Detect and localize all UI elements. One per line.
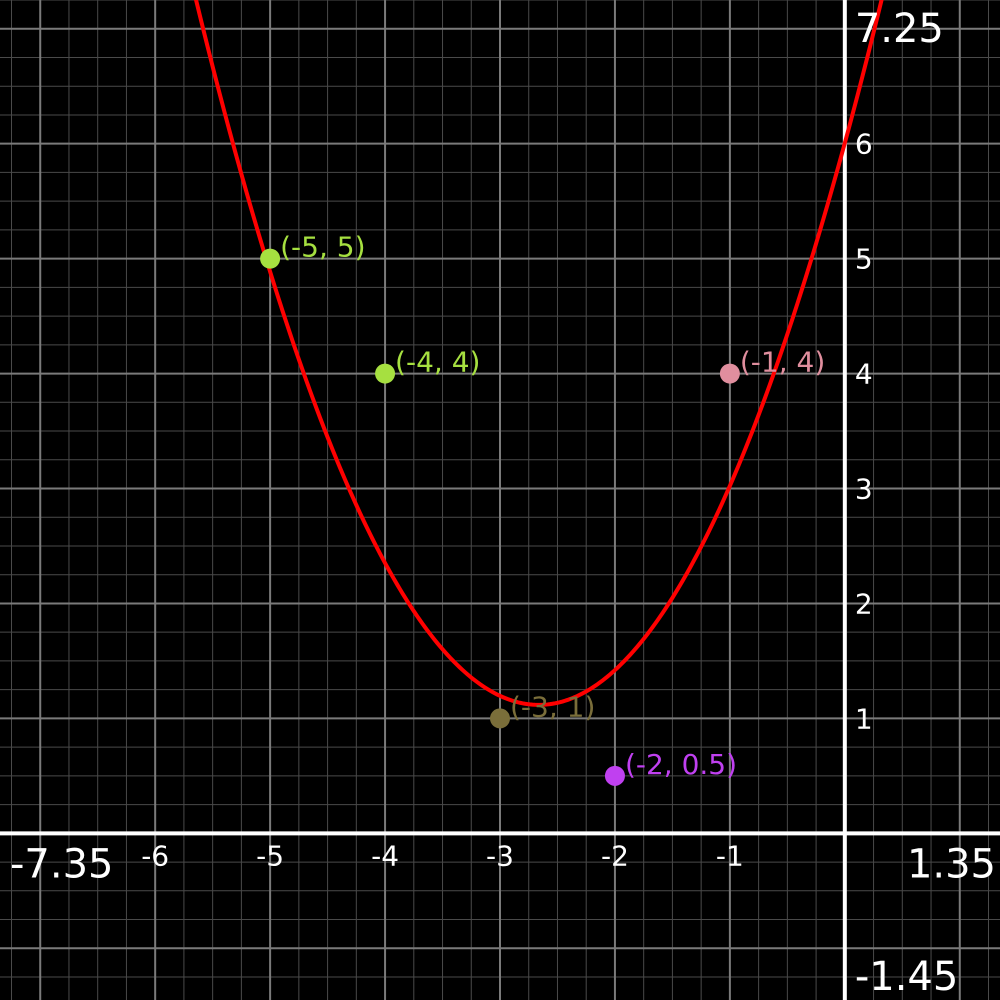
y-max-label: 7.25 bbox=[855, 6, 944, 52]
points-layer: (-5, 5) (-4, 4) (-1, 4) (-3, 1) (-2, 0.5) bbox=[260, 231, 825, 786]
data-point-label: (-1, 4) bbox=[740, 346, 825, 379]
bound-layer: -7.35 1.35 7.25 -1.45 bbox=[10, 6, 996, 1000]
data-point bbox=[719, 363, 740, 384]
y-tick-label: 3 bbox=[855, 473, 873, 506]
y-tick-label: 1 bbox=[855, 702, 873, 735]
x-tick-label: -5 bbox=[256, 839, 284, 872]
data-point bbox=[490, 708, 510, 729]
x-tick-label: -4 bbox=[371, 839, 399, 872]
data-point-label: (-2, 0.5) bbox=[625, 748, 737, 781]
x-tick-label: -1 bbox=[716, 839, 744, 872]
data-point-label: (-4, 4) bbox=[395, 346, 480, 379]
x-tick-label: -3 bbox=[486, 839, 514, 872]
y-tick-label: 5 bbox=[855, 243, 873, 276]
y-tick-label: 4 bbox=[855, 358, 873, 391]
x-max-label: 1.35 bbox=[907, 841, 996, 887]
data-point-label: (-3, 1) bbox=[510, 690, 595, 723]
x-min-label: -7.35 bbox=[10, 841, 114, 887]
y-tick-label: 2 bbox=[855, 587, 873, 620]
y-min-label: -1.45 bbox=[855, 954, 959, 1000]
tick-layer: -6 -5 -4 -3 -2 -1 1 2 3 4 5 6 bbox=[141, 128, 872, 873]
y-tick-label: 6 bbox=[855, 128, 873, 161]
data-point bbox=[604, 765, 625, 786]
data-point bbox=[375, 363, 396, 384]
x-tick-label: -2 bbox=[601, 839, 629, 872]
x-tick-label: -6 bbox=[141, 839, 169, 872]
data-point bbox=[260, 248, 281, 269]
parabola-curve bbox=[194, 0, 884, 707]
curve-layer bbox=[194, 0, 884, 707]
data-point-label: (-5, 5) bbox=[280, 231, 365, 264]
